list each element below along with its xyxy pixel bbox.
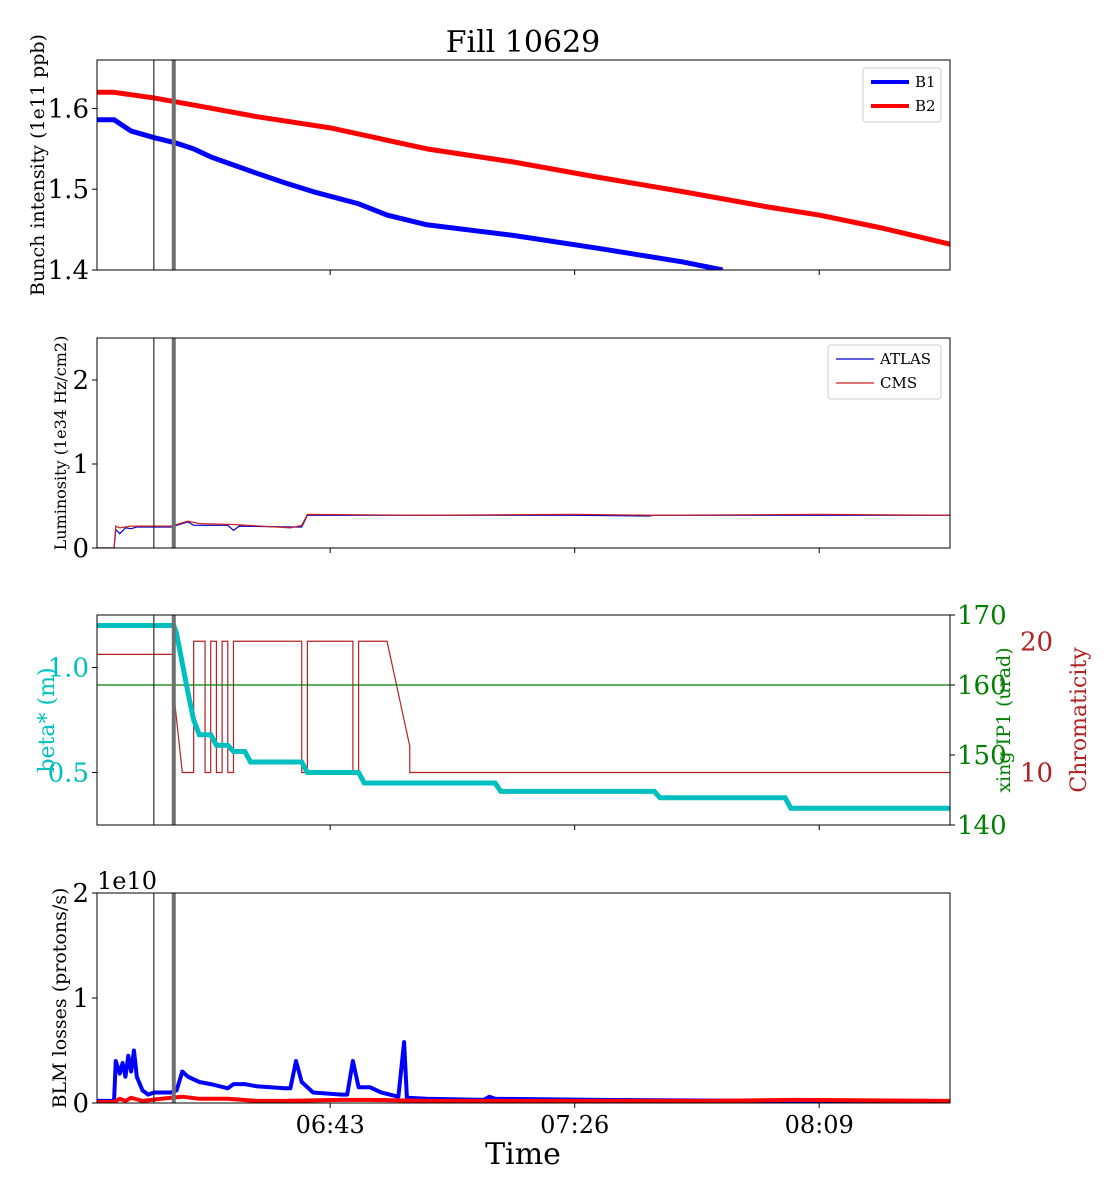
series-group xyxy=(97,623,950,811)
blm-losses-panel: 0 1 2 06:43 07:26 08:09 1e10 BLM losses (proton… xyxy=(49,867,951,1139)
legend-entry: B2 xyxy=(915,97,936,115)
xing-tick-label: 170 xyxy=(957,601,1007,631)
y-axis-label: Luminosity (1e34 Hz/cm2) xyxy=(51,336,70,551)
series-group xyxy=(97,1040,950,1103)
series-line-b1 xyxy=(97,117,724,270)
plot-frame xyxy=(96,892,951,1104)
y-tick-label: 1 xyxy=(72,450,89,480)
chroma-tick-label: 10 xyxy=(1020,759,1053,789)
x-axis-label: Time xyxy=(485,1137,561,1172)
legend-entry: B1 xyxy=(915,73,936,91)
y-tick-label: 1.4 xyxy=(48,256,89,286)
series-group xyxy=(97,513,950,548)
plot-frame xyxy=(96,614,951,826)
xing-tick-label: 140 xyxy=(957,811,1007,841)
figure-title: Fill 10629 xyxy=(446,25,601,60)
y-axis-label: Bunch intensity (1e11 ppb) xyxy=(27,34,49,296)
series-line-b2-losses xyxy=(97,1094,950,1103)
y-axis-label: Chromaticity xyxy=(1067,647,1092,793)
chroma-tick-label: 20 xyxy=(1020,627,1053,657)
y-tick-label: 2 xyxy=(72,879,89,909)
legend-entry: ATLAS xyxy=(879,350,931,368)
y-tick-label: 2 xyxy=(72,366,89,396)
y-tick-label: 1 xyxy=(72,984,89,1014)
y-tick-label: 1.0 xyxy=(48,654,89,684)
plot-frame xyxy=(96,59,951,271)
x-tick-label: 06:43 xyxy=(296,1111,365,1139)
optics-panel: 0.5 1.0 140 150 160 170 10 20 beta* (m) xing IP1 … xyxy=(35,601,1092,841)
x-tick-label: 08:09 xyxy=(785,1111,854,1139)
y-tick-label: 1.6 xyxy=(48,94,89,124)
y-axis-label: BLM losses (protons/s) xyxy=(49,888,71,1109)
y-tick-label: 0.5 xyxy=(48,759,89,789)
y-axis-label: beta* (m) xyxy=(35,667,60,772)
plot-frame xyxy=(96,337,951,549)
series-line-cms xyxy=(97,513,950,548)
series-line-atlas xyxy=(97,514,950,548)
series-line-chromaticity xyxy=(97,640,950,774)
y-tick-label: 1.5 xyxy=(48,175,89,205)
y-tick-label: 0 xyxy=(72,534,89,564)
y-tick-label: 0 xyxy=(72,1089,89,1119)
legend-entry: CMS xyxy=(880,374,917,392)
series-group xyxy=(97,89,950,270)
y-axis-label: xing IP1 (urad) xyxy=(993,647,1015,792)
xing-tick-label: 160 xyxy=(957,671,1007,701)
series-line-beta xyxy=(97,623,950,811)
series-line-b1-losses xyxy=(97,1040,950,1103)
xing-tick-label: 150 xyxy=(957,741,1007,771)
x-tick-label: 07:26 xyxy=(540,1111,609,1139)
y-offset-text: 1e10 xyxy=(97,867,157,895)
series-line-b2 xyxy=(97,89,950,247)
